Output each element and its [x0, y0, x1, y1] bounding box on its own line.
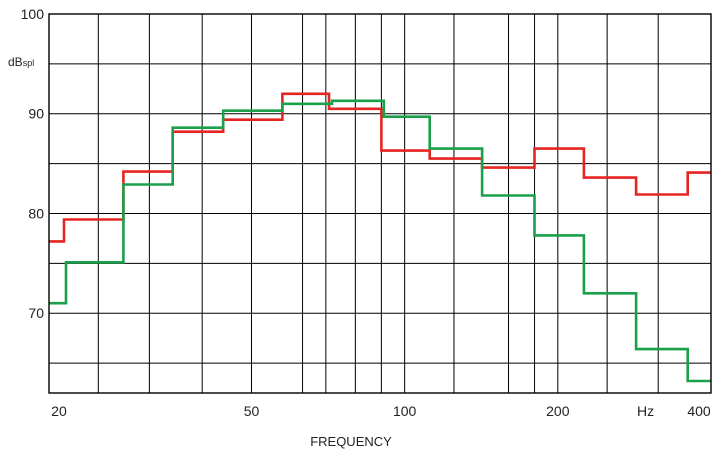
series-line-1 — [49, 92, 711, 243]
tick-labels: 100 90 80 70 20 50 100 200 400 — [21, 6, 711, 419]
x-unit-label: Hz — [637, 403, 654, 419]
y-unit-main: dB — [8, 55, 23, 69]
y-unit-label: dBspl — [8, 55, 34, 69]
plot-frame — [48, 13, 712, 394]
grid-layer — [49, 14, 711, 393]
x-tick-label: 200 — [546, 403, 570, 419]
y-unit-sub: spl — [23, 58, 35, 68]
x-axis-title: FREQUENCY — [310, 434, 392, 449]
series-line-2 — [49, 99, 711, 383]
series-layer — [49, 92, 711, 383]
y-tick-label: 90 — [28, 106, 44, 122]
x-tick-label: 50 — [244, 403, 260, 419]
y-tick-label: 70 — [28, 305, 44, 321]
y-tick-label: 100 — [21, 6, 45, 22]
y-tick-label: 80 — [28, 205, 44, 221]
x-tick-label: 400 — [687, 403, 711, 419]
x-tick-label: 100 — [393, 403, 417, 419]
x-tick-label: 20 — [51, 403, 67, 419]
